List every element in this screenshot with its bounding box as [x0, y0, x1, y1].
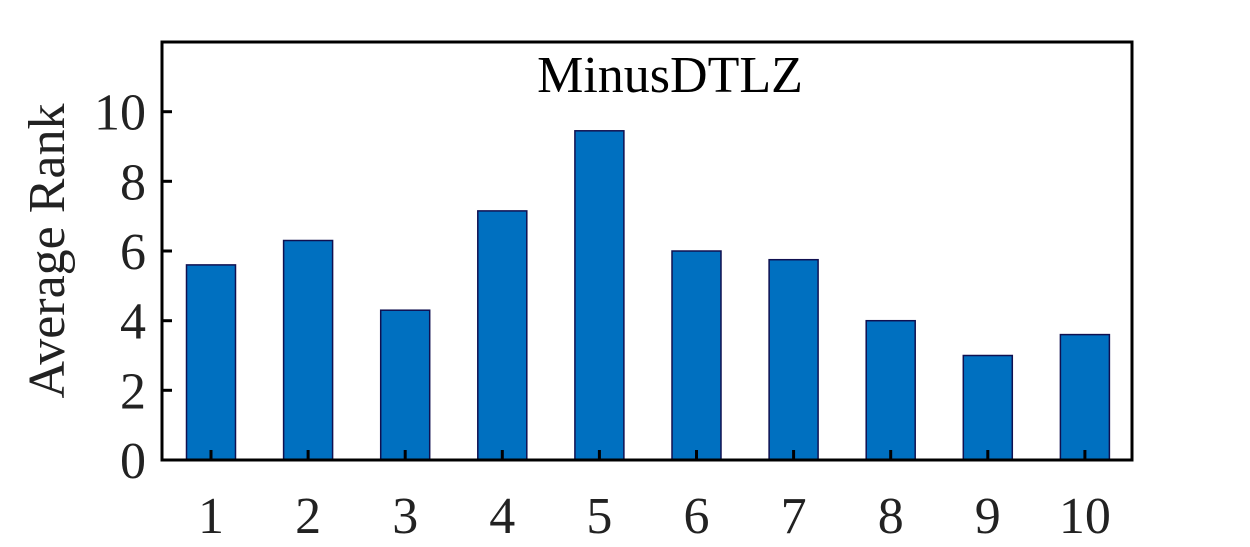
bar-8 [865, 319, 916, 461]
x-tick-label: 5 [586, 488, 612, 545]
x-tick-label: 10 [1059, 488, 1111, 545]
bar-9 [962, 354, 1014, 461]
x-tick-label: 2 [295, 488, 321, 545]
bar-4 [477, 210, 528, 461]
bar-7 [768, 258, 819, 461]
y-axis-label: Average Rank [19, 103, 76, 398]
bar-1 [185, 264, 237, 461]
x-tick-label: 4 [489, 488, 515, 545]
x-tick-label: 6 [684, 488, 710, 545]
y-tick-label: 6 [120, 224, 146, 281]
y-axis: 0 2 4 6 8 10 [94, 85, 172, 490]
x-tick-label: 7 [781, 488, 807, 545]
bars-group [185, 130, 1111, 461]
x-axis: 1 2 3 4 5 6 7 8 9 10 [198, 450, 1111, 545]
bar-5 [574, 130, 625, 461]
y-tick-label: 0 [120, 433, 146, 490]
x-tick-label: 8 [878, 488, 904, 545]
bar-10 [1059, 333, 1111, 461]
bar-2 [282, 239, 334, 461]
chart-title: MinusDTLZ [537, 47, 803, 104]
y-tick-label: 8 [120, 154, 146, 211]
x-tick-label: 1 [198, 488, 224, 545]
y-tick-label: 10 [94, 85, 146, 142]
y-tick-label: 4 [120, 294, 146, 351]
x-tick-label: 3 [392, 488, 418, 545]
x-tick-label: 9 [975, 488, 1001, 545]
bar-3 [379, 309, 431, 461]
y-tick-label: 2 [120, 363, 146, 420]
bar-6 [671, 250, 722, 461]
